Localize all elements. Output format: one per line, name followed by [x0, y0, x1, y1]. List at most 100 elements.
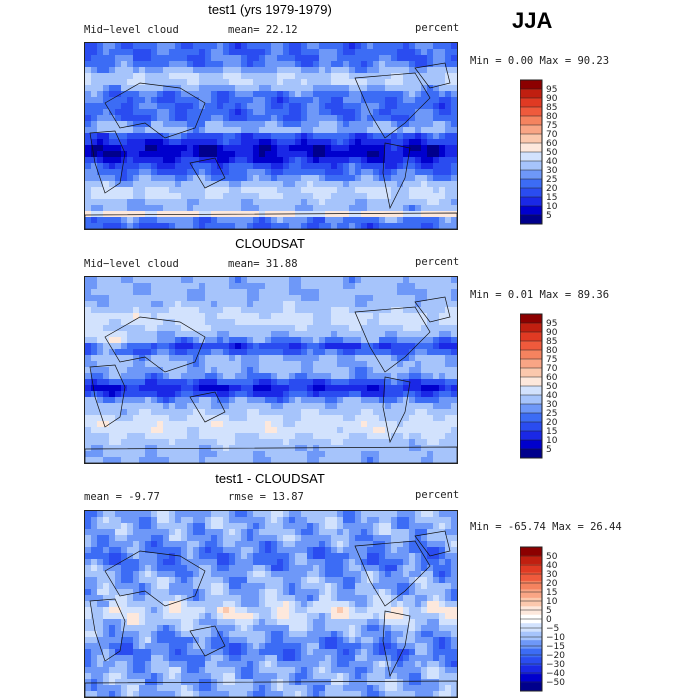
panel1-map-cell — [91, 187, 98, 194]
panel1-map-cell — [283, 163, 290, 170]
panel2-map-cell — [361, 343, 368, 350]
panel2-map-cell — [187, 409, 194, 416]
panel3-map-cell — [145, 565, 152, 572]
panel1-map-cell — [439, 67, 446, 74]
panel3-map-cell — [91, 541, 98, 548]
panel2-colorbar-tick-label: 90 — [546, 328, 558, 338]
panel1-map-cell — [427, 151, 434, 158]
panel3-map-cell — [373, 535, 380, 542]
panel3-map-cell — [433, 559, 440, 566]
panel2-map-cell — [343, 277, 350, 284]
panel3-map-cell — [229, 547, 236, 554]
panel2-map-cell — [259, 283, 266, 290]
panel2-map-cell — [211, 283, 218, 290]
panel2-map-cell — [193, 325, 200, 332]
panel2-map-cell — [439, 361, 446, 368]
panel2-map-cell — [355, 367, 362, 374]
panel2-map-cell — [343, 343, 350, 350]
panel3-map-cell — [301, 583, 308, 590]
panel2-map-cell — [211, 421, 218, 428]
panel3-map-cell — [103, 517, 110, 524]
panel1-map-cell — [265, 133, 272, 140]
panel2-map-cell — [343, 307, 350, 314]
panel2-map-cell — [367, 379, 374, 386]
panel2-map-cell — [403, 385, 410, 392]
panel1-map-cell — [433, 151, 440, 158]
panel1-map-cell — [193, 109, 200, 116]
panel2-map-cell — [127, 355, 134, 362]
panel2-units: percent — [415, 256, 460, 268]
panel1-map-cell — [205, 193, 212, 200]
panel2-map-cell — [103, 367, 110, 374]
panel1-map-cell — [427, 163, 434, 170]
panel2-map-cell — [343, 433, 350, 440]
panel2-map-cell — [253, 409, 260, 416]
panel2-map-cell — [427, 355, 434, 362]
panel3-map-cell — [391, 559, 398, 566]
panel1-map-cell — [169, 193, 176, 200]
panel2-map-cell — [223, 391, 230, 398]
panel1-map-cell — [277, 151, 284, 158]
panel1-map-cell — [211, 121, 218, 128]
panel2-map-cell — [349, 373, 356, 380]
panel2-map-cell — [241, 337, 248, 344]
panel1-map-cell — [247, 109, 254, 116]
panel1-map-cell — [97, 217, 104, 224]
panel2-map-cell — [289, 325, 296, 332]
panel2-map-cell — [91, 397, 98, 404]
panel2-map-cell — [115, 325, 122, 332]
panel2-map-cell — [337, 391, 344, 398]
panel1-map-cell — [217, 91, 224, 98]
panel2-map-cell — [133, 313, 140, 320]
panel3-map-cell — [217, 547, 224, 554]
panel1-map-cell — [415, 61, 422, 68]
panel1-map-cell — [157, 55, 164, 62]
panel3-map-cell — [421, 595, 428, 602]
panel1-map-cell — [355, 157, 362, 164]
panel1-map-coastline — [89, 130, 126, 194]
panel1-map-cell — [391, 187, 398, 194]
panel1-map-cell — [265, 73, 272, 80]
panel1-map-cell — [163, 43, 170, 50]
panel2-map-cell — [217, 319, 224, 326]
panel1-map-cell — [295, 157, 302, 164]
panel2-map-cell — [325, 457, 332, 463]
panel2-map-cell — [157, 301, 164, 308]
panel2-map-cell — [295, 367, 302, 374]
panel1-map-cell — [91, 91, 98, 98]
panel2-map-cell — [361, 397, 368, 404]
panel1-map-cell — [337, 169, 344, 176]
panel1-map-cell — [307, 121, 314, 128]
panel2-map-cell — [271, 403, 278, 410]
panel3-map-cell — [445, 595, 452, 602]
panel1-map-cell — [259, 187, 266, 194]
panel1-map-cell — [247, 127, 254, 134]
panel1-map-cell — [181, 55, 188, 62]
panel1-map-cell — [133, 151, 140, 158]
panel1-map-cell — [223, 121, 230, 128]
panel1-map-cell — [253, 121, 260, 128]
panel3-map-cell — [193, 517, 200, 524]
panel2-map-cell — [205, 397, 212, 404]
panel2-map-cell — [157, 373, 164, 380]
panel2-map-cell — [391, 451, 398, 458]
panel1-map-cell — [127, 79, 134, 86]
panel2-map-cell — [325, 355, 332, 362]
panel1-map-cell — [361, 49, 368, 56]
panel1-map-cell — [433, 103, 440, 110]
panel1-map-cell — [157, 193, 164, 200]
panel3-map-cell — [151, 535, 158, 542]
panel3-map-cell — [427, 577, 434, 584]
panel1-map-cell — [175, 133, 182, 140]
panel1-map-cell — [187, 121, 194, 128]
panel2-map-cell — [241, 367, 248, 374]
panel1-map-cell — [343, 139, 350, 146]
panel3-map-cell — [271, 511, 278, 518]
panel1-map-cell — [439, 85, 446, 92]
panel1-map-cell — [211, 145, 218, 152]
panel2-map-cell — [295, 295, 302, 302]
panel1-map-cell — [277, 205, 284, 212]
panel3-map-cell — [109, 541, 116, 548]
panel2-map-cell — [385, 391, 392, 398]
panel2-map-cell — [205, 301, 212, 308]
